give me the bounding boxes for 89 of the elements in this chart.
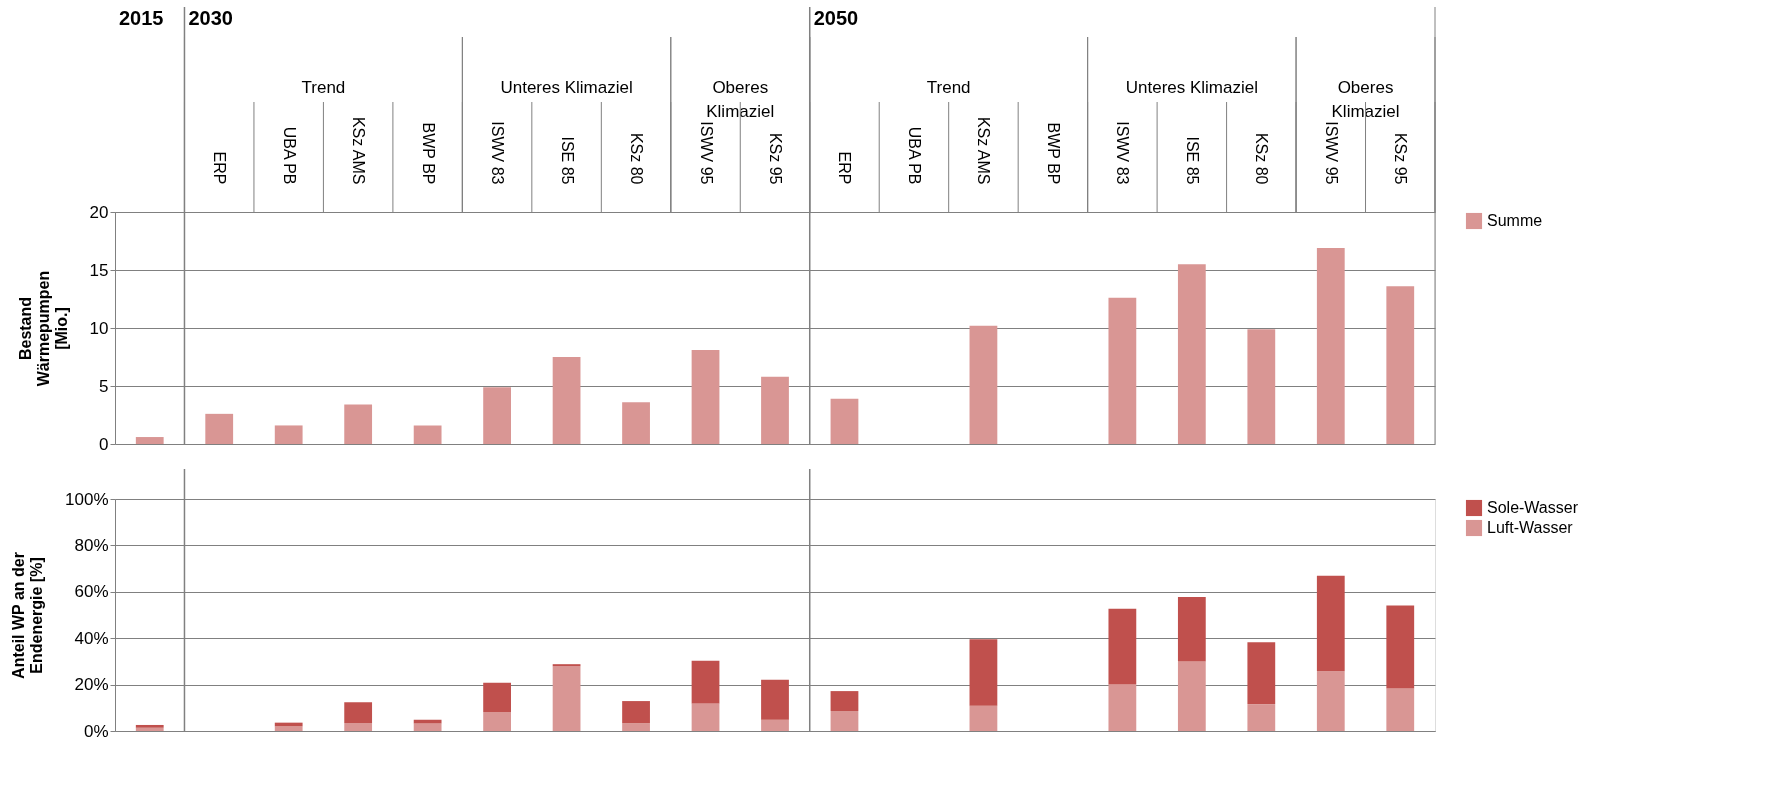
bar — [691, 660, 720, 704]
bar — [413, 425, 442, 444]
x-tick-label: UBA PB — [905, 126, 923, 185]
bar — [1108, 297, 1137, 444]
x-tick-label: ISWV 95 — [1322, 121, 1340, 185]
y-tick-label: 0 — [99, 434, 109, 454]
bar — [135, 437, 164, 444]
y-tick-label: 100% — [65, 489, 109, 509]
bar — [344, 723, 373, 731]
x-tick-label: KSz 80 — [628, 132, 646, 185]
bar — [1386, 688, 1415, 731]
bar — [969, 325, 998, 444]
bar — [969, 705, 998, 731]
bar — [1177, 661, 1206, 731]
bar — [205, 413, 234, 444]
y-tick-label: 5 — [99, 376, 109, 396]
x-tick-label: ISWV 83 — [1114, 121, 1132, 185]
bar — [1386, 605, 1415, 689]
bar — [1316, 671, 1345, 731]
x-tick-label: ERP — [836, 151, 854, 185]
text: Oberes Klimaziel — [706, 78, 775, 121]
text: Unteres Klimaziel — [500, 78, 633, 97]
bar — [969, 639, 998, 706]
bar — [691, 350, 720, 444]
x-tick-label: KSz AMS — [350, 116, 368, 185]
bar — [552, 664, 581, 667]
bar — [1316, 247, 1345, 444]
bar — [1177, 596, 1206, 662]
bar — [483, 711, 511, 731]
bar — [761, 679, 789, 720]
x-tick-label: ISWV 95 — [697, 121, 715, 185]
x-tick-label: BWP BP — [419, 122, 437, 185]
y-tick-label: 40% — [74, 628, 109, 648]
text: Oberes Klimaziel — [1331, 78, 1400, 121]
bar — [830, 398, 859, 444]
text: Trend — [926, 78, 971, 97]
x-tick-label: BWP BP — [1044, 122, 1062, 185]
bar — [1108, 684, 1137, 731]
x-tick-label: ISWV 83 — [489, 121, 507, 185]
x-tick-label: ISE 85 — [558, 136, 576, 185]
bar — [483, 387, 511, 444]
bar — [1316, 575, 1345, 672]
y-tick-label: 60% — [74, 582, 109, 602]
bar — [761, 376, 789, 444]
y-tick-label: 15 — [89, 260, 109, 280]
text: Unteres Klimaziel — [1125, 78, 1258, 97]
x-tick-label: UBA PB — [280, 126, 298, 185]
legend-label: Luft-Wasser — [1487, 519, 1574, 536]
x-tick-label: ERP — [211, 151, 229, 185]
text: 2050 — [813, 7, 859, 29]
bar — [413, 719, 442, 724]
bar — [622, 701, 650, 724]
x-tick-label: KSz AMS — [975, 116, 993, 185]
bar — [274, 425, 303, 444]
bar — [1108, 608, 1137, 685]
x-tick-label: KSz 80 — [1253, 132, 1271, 185]
y-tick-label: 20% — [74, 675, 109, 695]
bar — [552, 357, 581, 444]
bar — [1247, 329, 1276, 444]
y-tick-label: 10 — [89, 318, 109, 338]
bar — [691, 703, 720, 731]
bar — [1177, 264, 1206, 444]
x-tick-label: ISE 85 — [1183, 136, 1201, 185]
text: 2015 — [119, 7, 164, 29]
y-tick-label: 20 — [89, 202, 109, 222]
text: Trend — [301, 78, 346, 97]
bar — [1386, 286, 1415, 444]
y-axis-title: Bestand Wärmepumpen [Mio.] — [16, 270, 70, 387]
bar — [1247, 642, 1276, 705]
bar — [761, 719, 789, 731]
bar — [622, 723, 650, 731]
bar — [413, 723, 442, 731]
legend-label: Sole-Wasser — [1487, 499, 1579, 516]
text: 2030 — [188, 7, 233, 29]
bar — [830, 691, 859, 712]
bar — [830, 711, 859, 731]
legend-label: Summe — [1487, 212, 1543, 229]
bar — [344, 404, 373, 444]
bar — [344, 702, 373, 724]
y-axis-title: Anteil WP an der Endenergie [%] — [10, 552, 46, 679]
bar — [622, 402, 650, 444]
y-tick-label: 0% — [83, 721, 109, 741]
bar — [1247, 704, 1276, 731]
bar — [274, 726, 303, 731]
y-tick-label: 80% — [74, 535, 109, 555]
bar — [483, 682, 511, 712]
x-tick-label: KSz 95 — [767, 132, 784, 185]
bar — [552, 666, 581, 731]
x-tick-label: KSz 95 — [1392, 132, 1410, 185]
